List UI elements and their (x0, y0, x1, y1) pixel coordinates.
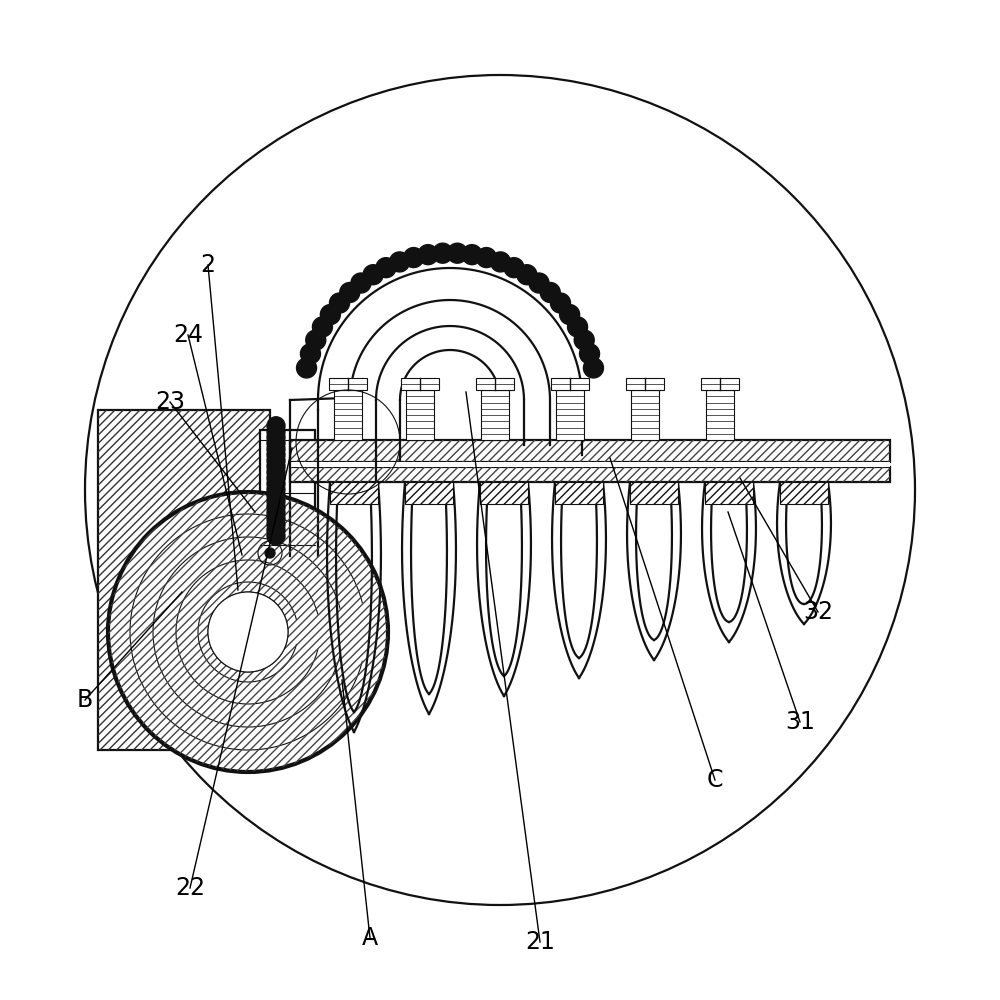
Circle shape (529, 273, 549, 293)
Circle shape (418, 245, 438, 265)
Circle shape (568, 317, 588, 337)
Circle shape (267, 475, 285, 493)
Bar (290, 462, 890, 467)
Circle shape (267, 469, 285, 487)
Circle shape (265, 548, 275, 558)
Circle shape (330, 293, 350, 313)
Text: 2: 2 (200, 253, 216, 277)
Circle shape (267, 498, 285, 516)
Bar (401, 378, 439, 390)
Text: 23: 23 (155, 390, 185, 414)
Bar (405, 482, 453, 504)
Circle shape (390, 252, 410, 272)
Bar (705, 482, 753, 504)
Circle shape (267, 527, 285, 545)
Circle shape (267, 521, 285, 539)
Circle shape (300, 344, 320, 364)
Circle shape (404, 248, 424, 268)
Circle shape (574, 330, 594, 350)
Bar (476, 378, 514, 390)
Bar (701, 378, 739, 390)
Bar (290, 440, 890, 462)
Circle shape (517, 265, 537, 285)
Circle shape (351, 273, 371, 293)
Circle shape (583, 358, 603, 378)
Bar (260, 430, 315, 555)
Bar (290, 440, 890, 462)
Bar (780, 482, 828, 504)
Circle shape (312, 317, 332, 337)
Text: 22: 22 (175, 876, 205, 900)
Bar (406, 390, 434, 440)
Circle shape (297, 358, 317, 378)
Circle shape (340, 282, 360, 302)
Circle shape (267, 452, 285, 470)
Circle shape (267, 481, 285, 499)
Bar (480, 482, 528, 504)
Bar (481, 390, 509, 440)
Bar (706, 390, 734, 440)
Bar (631, 390, 659, 440)
Circle shape (267, 423, 285, 441)
Circle shape (363, 265, 383, 285)
Circle shape (108, 492, 388, 772)
Text: B: B (77, 688, 93, 712)
Circle shape (306, 330, 326, 350)
Bar (290, 467, 890, 482)
Circle shape (476, 248, 496, 268)
Circle shape (490, 252, 510, 272)
Bar (290, 467, 890, 482)
Bar (98, 410, 270, 750)
Bar (260, 558, 294, 592)
Text: 21: 21 (525, 930, 555, 954)
Bar (555, 482, 603, 504)
Circle shape (560, 305, 580, 325)
Circle shape (462, 245, 482, 265)
Circle shape (267, 428, 285, 446)
Bar (329, 378, 367, 390)
Text: 24: 24 (173, 323, 203, 347)
Circle shape (267, 417, 285, 435)
Circle shape (580, 344, 600, 364)
Bar (556, 390, 584, 440)
Text: C: C (707, 768, 723, 792)
Text: 31: 31 (785, 710, 815, 734)
Circle shape (447, 243, 467, 263)
Bar (98, 410, 270, 750)
Bar (551, 378, 589, 390)
Circle shape (267, 463, 285, 481)
Bar (330, 482, 378, 504)
Circle shape (267, 515, 285, 533)
Circle shape (550, 293, 570, 313)
Circle shape (540, 282, 560, 302)
Circle shape (376, 258, 396, 278)
Bar (334, 390, 362, 440)
Circle shape (504, 258, 524, 278)
Circle shape (267, 446, 285, 464)
Bar (626, 378, 664, 390)
Circle shape (433, 243, 453, 263)
Circle shape (208, 592, 288, 672)
Circle shape (267, 510, 285, 528)
Bar (630, 482, 678, 504)
Text: A: A (362, 926, 378, 950)
Circle shape (267, 504, 285, 522)
Circle shape (320, 305, 340, 325)
Circle shape (267, 486, 285, 504)
Text: 32: 32 (803, 600, 833, 624)
Circle shape (267, 440, 285, 458)
Circle shape (267, 492, 285, 510)
Circle shape (267, 457, 285, 475)
Circle shape (267, 434, 285, 452)
